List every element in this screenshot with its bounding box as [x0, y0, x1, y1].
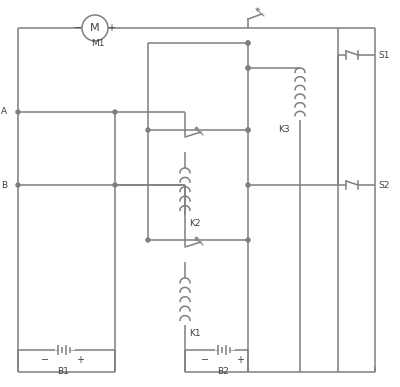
Text: A: A: [1, 108, 7, 116]
Text: +: +: [76, 355, 84, 365]
Text: M: M: [90, 23, 100, 33]
Circle shape: [246, 128, 250, 132]
Circle shape: [246, 128, 250, 132]
Circle shape: [246, 41, 250, 45]
Text: +: +: [107, 23, 115, 33]
Text: K1: K1: [189, 329, 201, 337]
Circle shape: [146, 128, 150, 132]
Text: S2: S2: [378, 180, 389, 190]
Circle shape: [16, 110, 20, 114]
Text: K2: K2: [189, 219, 200, 228]
Text: S1: S1: [378, 50, 390, 60]
Circle shape: [246, 66, 250, 70]
Text: K3: K3: [278, 125, 290, 135]
Text: M1: M1: [91, 39, 105, 48]
Circle shape: [246, 41, 250, 45]
Text: −: −: [41, 355, 49, 365]
Text: −: −: [201, 355, 209, 365]
Text: B2: B2: [217, 368, 229, 377]
Circle shape: [16, 183, 20, 187]
Circle shape: [146, 238, 150, 242]
Circle shape: [246, 238, 250, 242]
Text: −: −: [74, 23, 82, 33]
Circle shape: [246, 183, 250, 187]
Circle shape: [113, 183, 117, 187]
Circle shape: [246, 66, 250, 70]
Text: +: +: [236, 355, 244, 365]
Circle shape: [113, 110, 117, 114]
Text: B1: B1: [57, 368, 69, 377]
Text: B: B: [1, 180, 7, 190]
